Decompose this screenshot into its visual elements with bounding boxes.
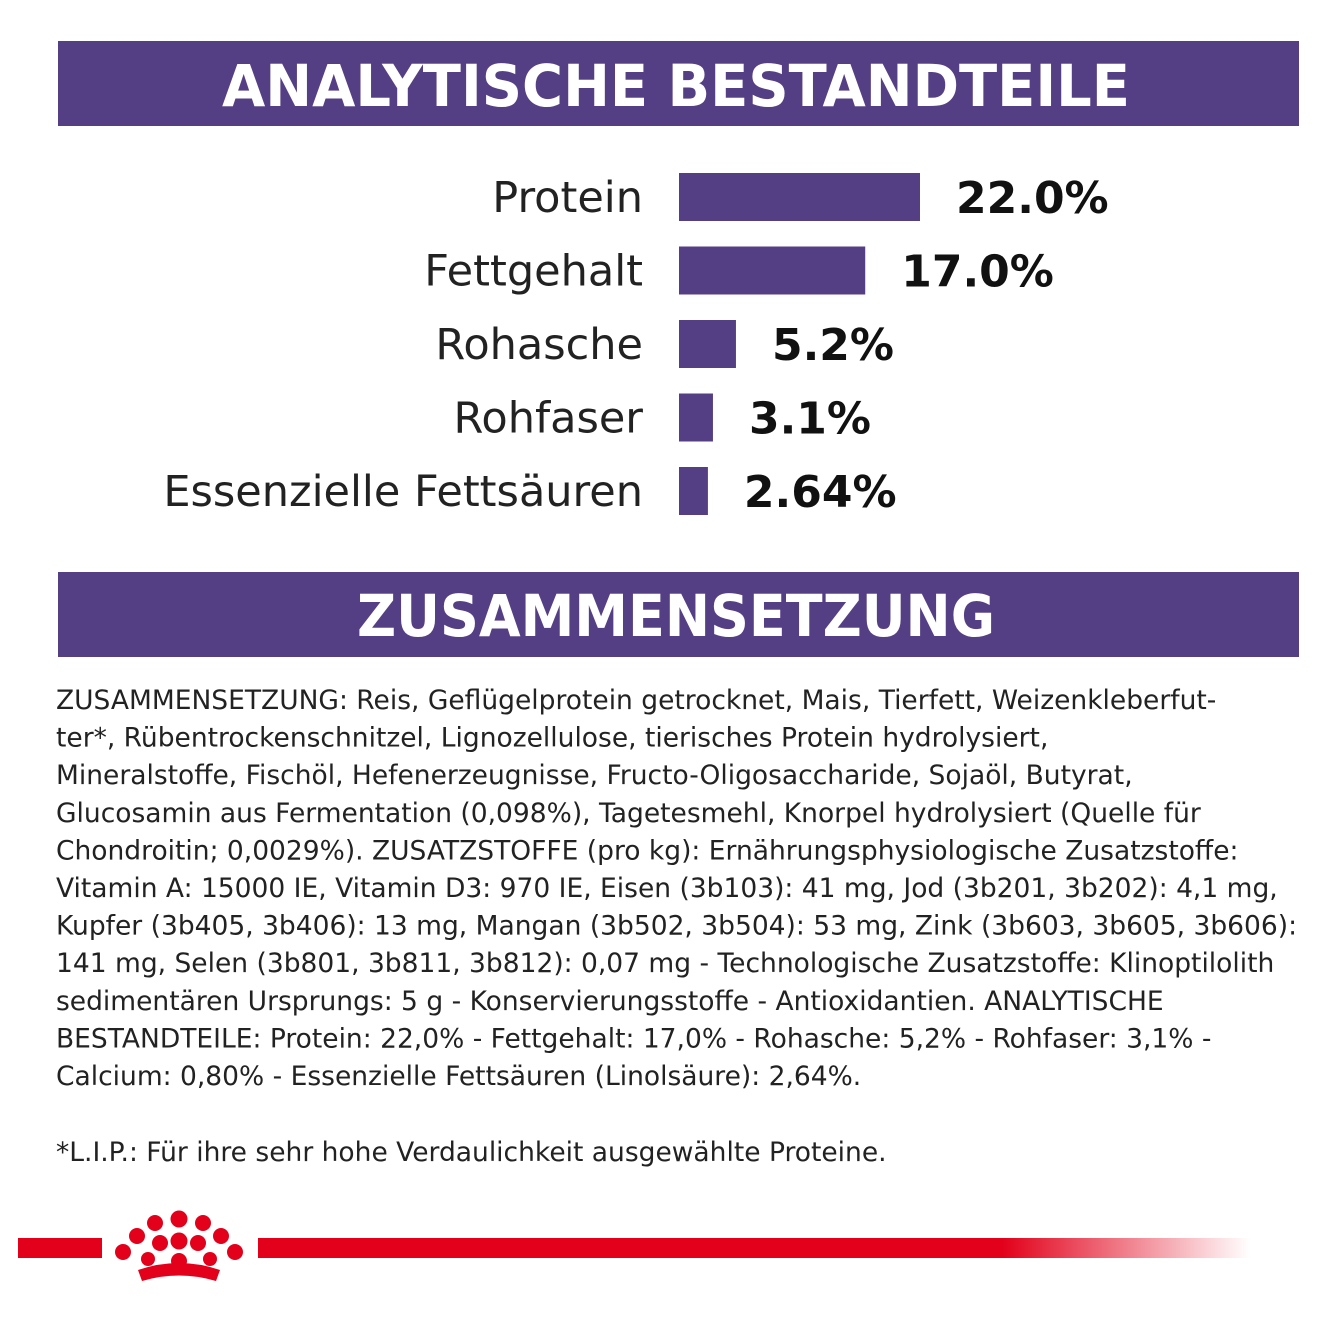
bar bbox=[679, 393, 713, 442]
bar bbox=[679, 467, 708, 515]
brand-logo bbox=[18, 1210, 1250, 1281]
category-label: Essenzielle Fettsäuren bbox=[163, 467, 643, 517]
category-label: Fettgehalt bbox=[424, 247, 643, 297]
value-label: 17.0% bbox=[901, 247, 1054, 298]
text-line: Chondroitin; 0,0029%). ZUSATZSTOFFE (pro… bbox=[56, 835, 1238, 866]
category-label: Protein bbox=[492, 173, 643, 223]
bar bbox=[679, 173, 920, 221]
text-line: 141 mg, Selen (3b801, 3b811, 3b812): 0,0… bbox=[56, 948, 1274, 979]
text-line: Kupfer (3b405, 3b406): 13 mg, Mangan (3b… bbox=[56, 911, 1297, 942]
value-label: 3.1% bbox=[749, 394, 871, 445]
chart-title: ANALYTISCHE BESTANDTEILE bbox=[222, 52, 1130, 120]
text-line: BESTANDTEILE: Protein: 22,0% - Fettgehal… bbox=[56, 1023, 1211, 1054]
bar bbox=[679, 320, 736, 368]
value-label: 2.64% bbox=[744, 467, 897, 518]
bar bbox=[679, 246, 866, 295]
category-label: Rohfaser bbox=[453, 394, 643, 444]
text-line: sedimentären Ursprungs: 5 g - Konservier… bbox=[56, 986, 1164, 1017]
section-title: ZUSAMMENSETZUNG bbox=[357, 582, 995, 650]
header-band bbox=[58, 41, 1299, 126]
value-label: 22.0% bbox=[956, 173, 1109, 224]
text-line: Calcium: 0,80% - Essenzielle Fettsäuren … bbox=[56, 1061, 861, 1092]
crown bbox=[115, 1210, 243, 1281]
brand-line bbox=[18, 1238, 102, 1258]
composition-text: ZUSAMMENSETZUNG: Reis, Geflügelprotein g… bbox=[56, 685, 1297, 1092]
bar-chart: Protein 22.0% Fettgehalt 17.0% Rohasche 5.2% R… bbox=[163, 173, 1109, 518]
text-line: ZUSAMMENSETZUNG: Reis, Geflügelprotein g… bbox=[56, 685, 1216, 716]
header-band bbox=[58, 572, 1299, 657]
footnote: *L.I.P.: Für ihre sehr hohe Verdaulichke… bbox=[56, 1137, 887, 1168]
brand-line bbox=[258, 1238, 1250, 1258]
value-label: 5.2% bbox=[772, 320, 894, 371]
text-line: Glucosamin aus Fermentation (0,098%), Ta… bbox=[56, 798, 1201, 829]
category-label: Rohasche bbox=[435, 320, 643, 370]
text-line: ter*, Rübentrockenschnitzel, Lignozellul… bbox=[56, 723, 1048, 754]
text-line: Mineralstoffe, Fischöl, Hefenerzeugnisse… bbox=[56, 760, 1133, 791]
text-line: Vitamin A: 15000 IE, Vitamin D3: 970 IE,… bbox=[56, 873, 1278, 904]
